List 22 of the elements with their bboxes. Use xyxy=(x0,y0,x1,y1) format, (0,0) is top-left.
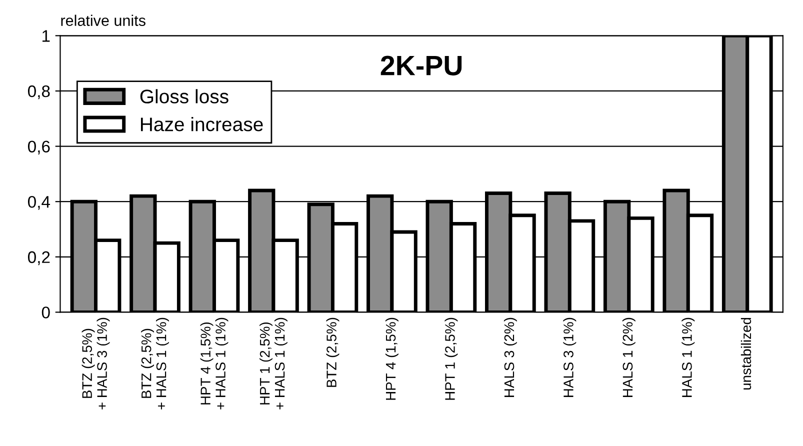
x-tick-label: HPT 4 (1,5%) + HALS 1 (1%) xyxy=(200,318,228,410)
x-tick-label: HPT 4 (1,5%) xyxy=(385,318,398,400)
y-tick-label: 1 xyxy=(42,30,50,42)
x-tick-label: unstabilized xyxy=(740,318,752,390)
y-tick-label: 0 xyxy=(42,306,50,318)
x-tick-label: HPT 1 (2,5%) xyxy=(444,318,458,400)
y-tick-label: 0,4 xyxy=(28,196,50,210)
x-tick-label: HPT 1 (2,5%) + HALS 1 (1%) xyxy=(260,318,288,410)
x-tick-label: HALS 1 (1%) xyxy=(682,318,695,397)
x-tick-label: BTZ (2,5%) xyxy=(326,318,340,387)
y-tick-label: 0,6 xyxy=(28,140,50,154)
legend-label: Haze increase xyxy=(140,116,263,132)
x-tick-label: HALS 3 (1%) xyxy=(563,318,576,397)
legend-label: Gloss loss xyxy=(140,89,228,104)
x-tick-label: BTZ (2,5%) + HALS 3 (1%) xyxy=(82,318,110,410)
x-tick-label: HALS 3 (2%) xyxy=(504,318,517,397)
x-tick-label: BTZ (2,5%) + HALS 1 (1%) xyxy=(141,318,169,410)
y-axis-title: relative units xyxy=(61,14,146,26)
y-tick-label: 0,2 xyxy=(28,251,50,266)
x-tick-label: HALS 1 (2%) xyxy=(622,318,636,397)
y-tick-label: 0,8 xyxy=(28,85,50,100)
text: 2K-PU xyxy=(380,56,462,76)
